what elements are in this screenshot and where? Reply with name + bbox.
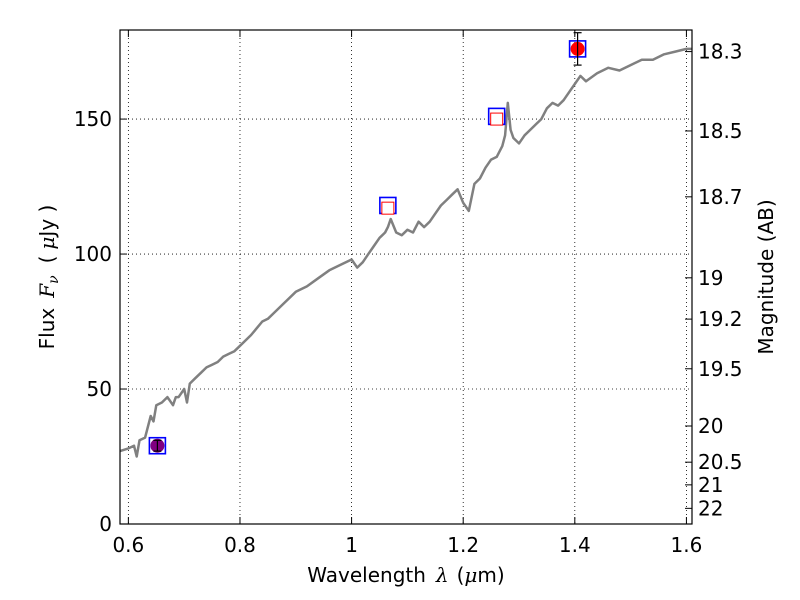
y-axis-label-sub: ν [46, 275, 62, 284]
x-axis-label: Wavelength λ (μm) [307, 563, 504, 587]
x-tick-label: 1 [345, 533, 358, 557]
y2-tick-label: 18.3 [698, 40, 743, 64]
y-axis-label-unit-mu: μ [35, 237, 59, 250]
x-tick-label: 1.6 [671, 533, 703, 557]
square-marker [148, 436, 167, 455]
x-axis-label-symbol: λ [435, 563, 449, 587]
x-tick-label: 1.4 [559, 533, 591, 557]
y-tick-label: 100 [74, 242, 112, 266]
x-tick-label: 0.6 [112, 533, 144, 557]
spectrum-line [119, 47, 692, 458]
y2-axis-label: Magnitude (AB) [754, 199, 778, 354]
y2-tick-label: 18.5 [698, 119, 743, 143]
x-axis-label-text: Wavelength [307, 563, 426, 587]
y2-tick-label: 21 [698, 473, 723, 497]
tick-layer: 0.6 0.8 1 1.2 1.4 1.6 0 50 100 150 18.3 18.5 18.7 19 1… [74, 30, 743, 557]
y-axis-label: Flux Fν ( μJy ) [35, 205, 62, 350]
y-tick-label: 150 [74, 107, 112, 131]
plot-frame [119, 29, 693, 525]
y2-tick-label: 19.5 [698, 357, 743, 381]
y-axis-label-unit-rest: Jy ) [35, 205, 59, 239]
open-data-point [490, 112, 504, 126]
y-axis-label-symbol: F [35, 283, 59, 299]
y2-tick-label: 22 [698, 496, 723, 520]
y2-tick-label: 19 [698, 266, 723, 290]
y2-tick-label: 20.5 [698, 450, 743, 474]
x-axis-label-unit-mu: μ [464, 563, 477, 587]
y-tick-label: 50 [87, 377, 112, 401]
y-tick-label: 0 [99, 512, 112, 536]
x-axis-label-unit-open: ( [457, 563, 465, 587]
x-tick-label: 0.8 [224, 533, 256, 557]
series-layer [119, 32, 692, 458]
y-axis-label-text: Flux [35, 308, 59, 350]
y-axis-label-unit-open: ( [35, 256, 59, 264]
x-axis-label-unit-rest: m) [477, 563, 504, 587]
y2-tick-label: 18.7 [698, 185, 743, 209]
x-tick-label: 1.2 [447, 533, 479, 557]
y2-tick-label: 19.2 [698, 307, 743, 331]
y2-tick-label: 20 [698, 414, 723, 438]
open-data-point [381, 201, 395, 215]
